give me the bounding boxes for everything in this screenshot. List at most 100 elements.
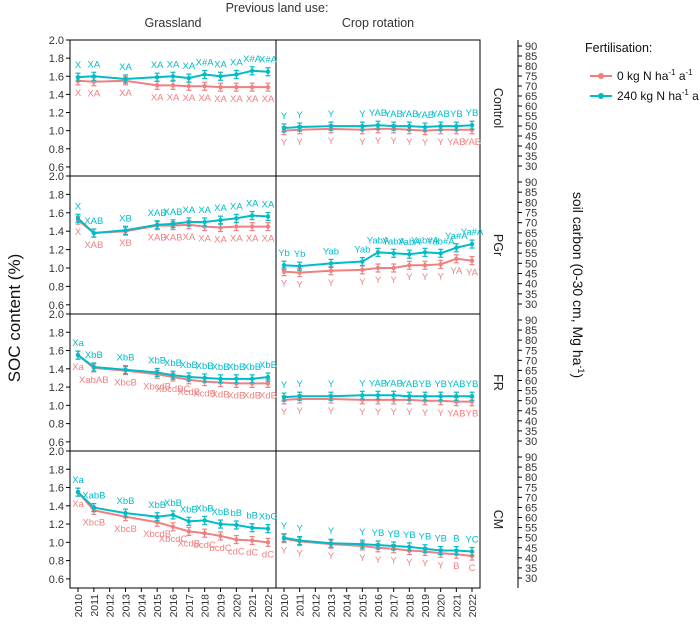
point-label-n0: XabAB [79,375,109,386]
y2-tick-label: 90 [525,452,537,464]
point-label-n240: YAB [385,109,403,120]
point-label-n240: XbB [196,361,214,372]
data-point-n240 [281,263,287,268]
panel-control-grassland: X XA XA XA XA XA XA XA XA XA XAX XA XA XA XA XA X#A XA XA X… [75,54,278,105]
data-point-n240 [265,526,271,531]
point-label-n0: XbcdB [143,529,171,540]
data-point-n240 [422,546,428,551]
legend-n240-sup1: -1 [682,88,690,97]
y-tick-label: 0.6 [49,300,64,312]
data-point-n240 [249,376,255,382]
point-label-n240: YabA [382,236,405,247]
y2-tick-label: 65 [525,365,537,377]
point-label-n240: Y [359,527,366,538]
y2-tick-label: 70 [525,218,537,230]
point-label-n240: XA [230,201,243,212]
point-label-n0: XA [246,94,259,105]
data-point-n240 [281,535,287,540]
point-label-n0: YA [466,268,479,279]
point-label-n0: Y [390,407,397,418]
point-label-n240: X#A [196,57,215,68]
y2-tick-label: 55 [525,248,537,260]
data-point-n0 [469,258,475,263]
legend-n0-sup1: -1 [668,68,676,77]
y2-tick-label: 60 [525,238,537,250]
point-label-n240: XA [262,199,275,210]
point-label-n0: Y [281,279,288,290]
y2-tick-label: 40 [525,553,537,565]
data-point-n240 [75,352,81,358]
data-point-n0 [249,84,255,90]
point-label-n240: bB [246,511,258,522]
x-tick-label: 2010 [279,594,291,618]
data-point-n240 [375,393,381,398]
point-label-n240: YB [372,528,385,539]
point-label-n0: Y [296,280,303,291]
y-tick-label: 0.6 [49,574,64,586]
y2-tick-label: 80 [525,335,537,347]
y2-tick-label: 35 [525,563,537,575]
y-tick-label: 1.6 [49,346,64,358]
y2-tick-label: 35 [525,426,537,438]
y2-tick-label: 75 [525,71,537,83]
row-label-cm: CM [491,510,505,529]
data-point-n0 [265,84,271,90]
point-label-n240: Y [281,521,288,532]
data-point-n0 [454,256,459,261]
y2-tick-label: 75 [525,345,537,357]
y2-tick-label: 35 [525,151,537,163]
y2-tick-label: 75 [525,482,537,494]
y-tick-label: 2.0 [49,35,64,47]
data-point-n0 [375,265,381,271]
legend-n0-sup2: -1 [686,68,694,77]
x-tick-label: 2014 [136,594,148,618]
point-label-n240: XbB [85,350,103,361]
y-tick-label: 1.6 [49,208,64,220]
x-tick-label: 2010 [73,594,85,618]
data-point-n240 [438,548,443,553]
x-tick-label: 2013 [326,594,338,618]
point-label-n240: XAB [163,207,182,218]
data-point-n240 [154,514,160,519]
y2-tick-label: 80 [525,61,537,73]
x-tick-label: 2017 [184,594,196,618]
point-label-n0: XbcB [114,524,137,535]
data-point-n240 [328,394,334,399]
x-tick-label: 2022 [467,594,479,618]
y2-tick-label: 40 [525,141,537,153]
point-label-n240: XA [246,199,259,210]
plot-area: ControlPGrFRCM0.60.81.01.21.41.61.82.00.… [49,35,538,617]
point-label-n0: dC [246,548,258,559]
point-label-n0: Y [281,407,288,418]
y2-tick-label: 75 [525,208,537,220]
point-label-n0: Y [359,277,366,288]
point-label-n0: XA [214,94,227,105]
point-label-n0: C [469,563,476,574]
point-label-n0: XAB [148,233,167,244]
y-tick-label: 0.8 [49,144,64,156]
y2-tick-label: 30 [525,573,537,585]
data-point-n240 [281,125,287,131]
y2-tick-label: 60 [525,101,537,113]
y2-axis-label: soil carbon (0-30 cm, Mg ha-1) [570,192,586,378]
point-label-n0: Y [406,272,413,283]
point-label-n240: Y [328,379,335,390]
data-point-n240 [91,505,97,510]
point-label-n0: YAB [447,409,465,420]
point-label-n240: X [75,201,82,212]
point-label-n240: XabB [82,491,105,502]
data-point-n240 [454,123,459,129]
point-label-n0: Y [328,551,335,562]
data-point-n0 [249,538,255,543]
x-tick-label: 2017 [389,594,401,618]
y-tick-label: 1.8 [49,189,64,201]
y2-tick-label: 30 [525,299,537,311]
point-label-n0: XdB [227,390,245,401]
y2-tick-label: 85 [525,187,537,199]
x-tick-label: 2015 [357,594,369,618]
point-label-n0: XcdB [193,389,216,400]
y2-tick-label: 60 [525,513,537,525]
